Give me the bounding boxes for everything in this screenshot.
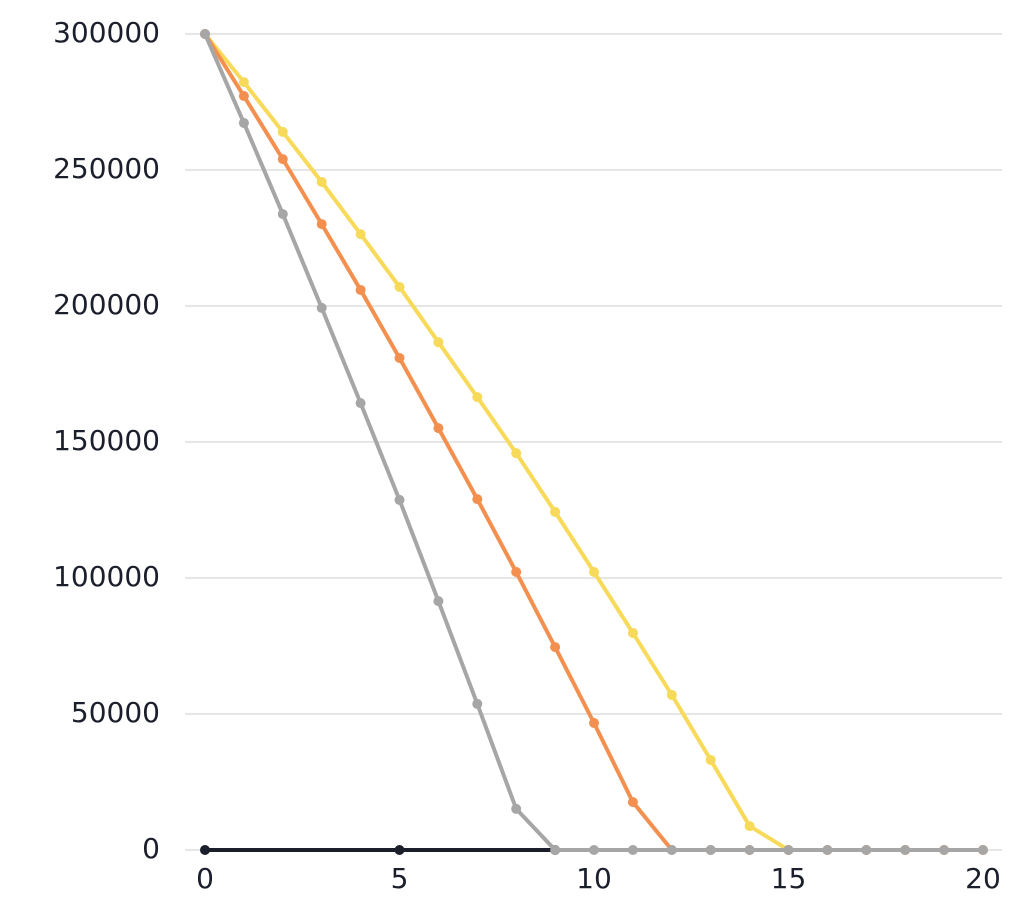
data-point	[978, 845, 988, 855]
data-point	[277, 209, 288, 220]
data-point	[550, 845, 561, 855]
data-point	[666, 845, 677, 855]
data-point	[355, 398, 366, 409]
data-point	[589, 567, 599, 578]
y-tick-label: 200000	[53, 288, 160, 321]
data-point	[900, 845, 911, 855]
data-point	[511, 803, 522, 814]
data-point	[394, 845, 405, 855]
y-tick-label: 50000	[71, 696, 160, 729]
x-tick-label: 10	[576, 862, 612, 895]
data-point	[666, 689, 677, 700]
data-point	[627, 627, 638, 638]
y-tick-label: 150000	[53, 424, 160, 457]
data-point	[238, 117, 249, 128]
data-point	[277, 126, 288, 137]
data-point	[238, 91, 249, 102]
y-tick-label: 300000	[53, 16, 160, 49]
data-point	[355, 284, 366, 295]
y-tick-label: 0	[142, 832, 160, 865]
data-point	[511, 567, 522, 578]
data-point	[822, 845, 833, 855]
data-point	[355, 229, 366, 240]
data-point	[277, 154, 288, 165]
data-point	[939, 845, 950, 855]
data-point	[316, 219, 327, 230]
data-point	[705, 754, 716, 765]
data-point	[394, 494, 405, 505]
data-point	[472, 698, 483, 709]
data-point	[550, 642, 561, 653]
data-point	[589, 717, 599, 728]
data-point	[511, 448, 522, 459]
data-point	[316, 302, 327, 313]
y-tick-label: 250000	[53, 152, 160, 185]
data-point	[394, 281, 405, 292]
data-point	[783, 845, 794, 855]
data-point	[316, 176, 327, 187]
data-point	[627, 797, 638, 808]
data-point	[744, 845, 755, 855]
data-point	[200, 29, 210, 39]
x-tick-label: 5	[391, 862, 409, 895]
data-point	[394, 352, 405, 363]
data-point	[472, 392, 483, 403]
data-point	[744, 821, 755, 832]
data-point	[627, 845, 638, 855]
x-tick-label: 15	[771, 862, 807, 895]
data-point	[472, 494, 483, 505]
data-point	[238, 77, 249, 88]
y-tick-label: 100000	[53, 560, 160, 593]
data-point	[433, 596, 444, 607]
data-point	[705, 845, 716, 855]
x-tick-label: 20	[965, 862, 1001, 895]
data-point	[589, 845, 599, 855]
data-point	[550, 506, 561, 517]
x-tick-label: 0	[196, 862, 214, 895]
data-point	[433, 337, 444, 348]
data-point	[433, 423, 444, 434]
data-point	[200, 845, 210, 855]
data-point	[861, 845, 872, 855]
